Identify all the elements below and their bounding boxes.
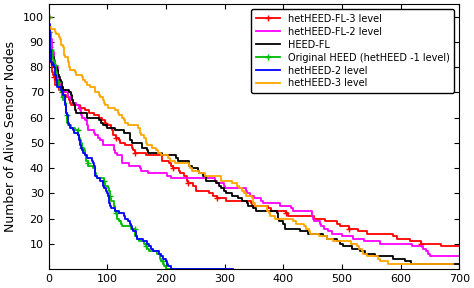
hetHEED-FL-2 level <box>78 111 83 114</box>
hetHEED-2 level <box>77 139 82 142</box>
hetHEED-FL-3 level <box>102 121 108 124</box>
HEED-FL <box>48 48 54 51</box>
Original HEED (hetHEED -1 level) <box>78 139 84 142</box>
hetHEED-FL-2 level <box>95 136 100 140</box>
hetHEED-3 level <box>356 245 362 248</box>
hetHEED-2 level <box>168 267 173 271</box>
HEED-FL <box>468 262 474 266</box>
Line: hetHEED-FL-2 level: hetHEED-FL-2 level <box>48 17 474 256</box>
hetHEED-2 level <box>46 15 51 18</box>
hetHEED-FL-3 level <box>46 18 52 21</box>
Original HEED (hetHEED -1 level) <box>160 262 165 266</box>
hetHEED-3 level <box>53 33 59 36</box>
hetHEED-FL-3 level <box>407 240 413 243</box>
HEED-FL <box>46 33 52 36</box>
Original HEED (hetHEED -1 level) <box>46 15 51 18</box>
hetHEED-2 level <box>79 146 85 150</box>
hetHEED-2 level <box>54 78 60 82</box>
hetHEED-FL-3 level <box>77 103 83 107</box>
Line: hetHEED-2 level: hetHEED-2 level <box>48 17 233 269</box>
hetHEED-FL-2 level <box>46 15 51 18</box>
hetHEED-FL-3 level <box>60 93 66 97</box>
hetHEED-FL-2 level <box>137 166 143 170</box>
HEED-FL <box>305 232 310 235</box>
hetHEED-FL-2 level <box>49 43 55 46</box>
Original HEED (hetHEED -1 level) <box>82 146 87 150</box>
hetHEED-3 level <box>250 199 256 202</box>
Original HEED (hetHEED -1 level) <box>119 224 125 228</box>
Original HEED (hetHEED -1 level) <box>222 267 228 271</box>
HEED-FL <box>350 245 356 248</box>
Legend: hetHEED-FL-3 level, hetHEED-FL-2 level, HEED-FL, Original HEED (hetHEED -1 level: hetHEED-FL-3 level, hetHEED-FL-2 level, … <box>251 9 455 93</box>
Original HEED (hetHEED -1 level) <box>55 78 61 82</box>
HEED-FL <box>196 171 201 175</box>
HEED-FL <box>244 199 249 202</box>
Line: Original HEED (hetHEED -1 level): Original HEED (hetHEED -1 level) <box>46 14 228 272</box>
hetHEED-FL-3 level <box>438 245 444 248</box>
hetHEED-3 level <box>61 48 66 51</box>
hetHEED-FL-2 level <box>80 113 85 117</box>
Original HEED (hetHEED -1 level) <box>92 166 98 170</box>
hetHEED-FL-3 level <box>46 15 51 18</box>
Original HEED (hetHEED -1 level) <box>163 267 169 271</box>
hetHEED-2 level <box>164 262 170 266</box>
hetHEED-3 level <box>46 15 51 18</box>
HEED-FL <box>46 15 51 18</box>
Y-axis label: Number of Alive Sensor Nodes: Number of Alive Sensor Nodes <box>4 41 17 232</box>
Line: HEED-FL: HEED-FL <box>48 17 471 264</box>
hetHEED-FL-2 level <box>428 255 433 258</box>
hetHEED-2 level <box>92 166 98 170</box>
hetHEED-2 level <box>230 267 236 271</box>
Line: hetHEED-3 level: hetHEED-3 level <box>48 17 454 264</box>
hetHEED-3 level <box>196 171 202 175</box>
hetHEED-3 level <box>451 262 456 266</box>
hetHEED-FL-3 level <box>418 242 423 245</box>
Line: hetHEED-FL-3 level: hetHEED-FL-3 level <box>46 14 474 249</box>
hetHEED-3 level <box>307 232 313 235</box>
hetHEED-2 level <box>128 224 134 228</box>
HEED-FL <box>409 262 414 266</box>
hetHEED-FL-2 level <box>115 151 120 155</box>
hetHEED-3 level <box>385 262 391 266</box>
